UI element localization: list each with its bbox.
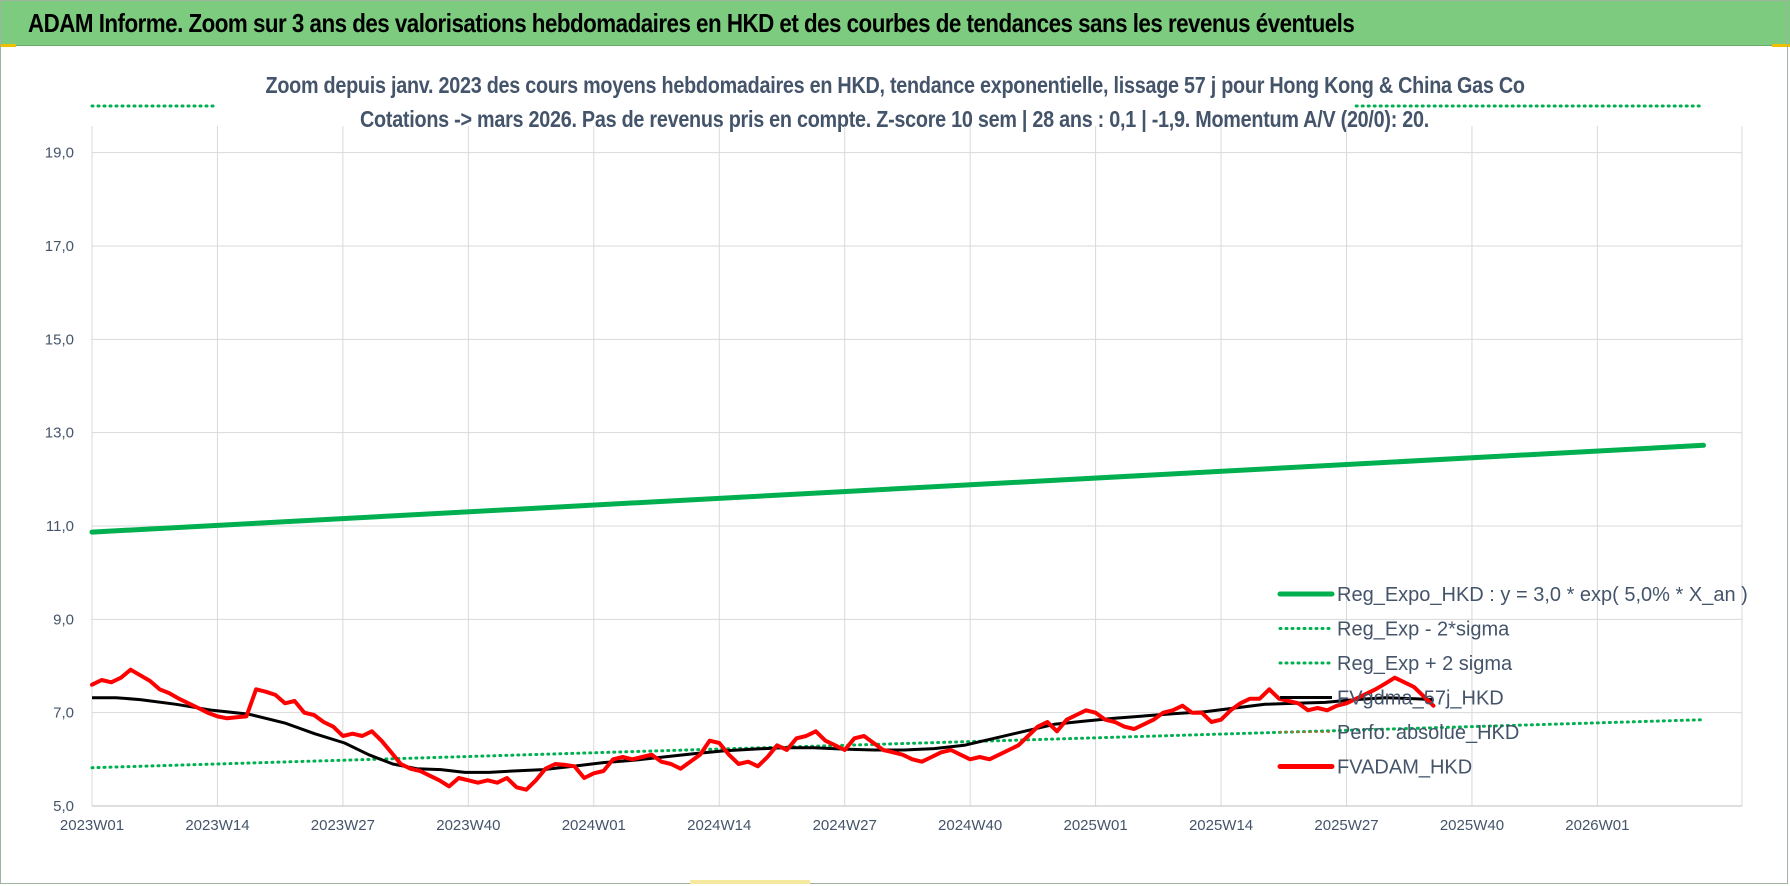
y-tick-label: 7,0	[53, 705, 74, 722]
x-tick-label: 2024W40	[938, 817, 1002, 834]
series-line-fvgdma	[92, 696, 1434, 774]
x-tick-label: 2023W40	[436, 817, 500, 834]
legend-label-reg_expo: Reg_Expo_HKD : y = 3,0 * exp( 5,0% * X_a…	[1337, 584, 1748, 606]
y-tick-label: 19,0	[45, 145, 74, 162]
x-tick-label: 2025W14	[1189, 817, 1253, 834]
legend-label-reg_minus: Reg_Exp - 2*sigma	[1337, 619, 1510, 641]
x-tick-label: 2025W01	[1063, 817, 1127, 834]
legend-label-fvadam: FVADAM_HKD	[1337, 757, 1472, 779]
series-line-fvadam	[90, 667, 1436, 792]
x-tick-label: 2026W01	[1565, 817, 1629, 834]
chart-subtitle: Cotations -> mars 2026. Pas de revenus p…	[0, 106, 1790, 133]
y-tick-label: 11,0	[46, 518, 74, 535]
x-tick-label: 2023W01	[60, 817, 124, 834]
bottom-accent	[690, 880, 810, 884]
title-accent-left	[0, 44, 16, 47]
x-tick-label: 2023W27	[311, 817, 375, 834]
x-tick-label: 2024W27	[813, 817, 877, 834]
chart-title: Zoom depuis janv. 2023 des cours moyens …	[0, 72, 1790, 99]
title-bar: ADAM Informe. Zoom sur 3 ans des valoris…	[0, 0, 1790, 46]
y-tick-label: 5,0	[53, 798, 74, 815]
report-title: ADAM Informe. Zoom sur 3 ans des valoris…	[28, 8, 1355, 38]
grid-lines	[91, 126, 1743, 807]
y-tick-label: 9,0	[53, 611, 74, 628]
chart-title-text: Zoom depuis janv. 2023 des cours moyens …	[265, 72, 1525, 98]
legend: Reg_Expo_HKD : y = 3,0 * exp( 5,0% * X_a…	[1277, 584, 1748, 779]
legend-label-perfo: Perfo. absolue_HKD	[1337, 722, 1519, 744]
x-tick-label: 2024W14	[687, 817, 751, 834]
y-tick-label: 17,0	[45, 238, 74, 255]
x-tick-label: 2024W01	[562, 817, 626, 834]
legend-label-reg_plus: Reg_Exp + 2 sigma	[1337, 653, 1513, 675]
x-tick-label: 2025W27	[1314, 817, 1378, 834]
x-tick-label: 2025W40	[1440, 817, 1504, 834]
chart-subtitle-text: Cotations -> mars 2026. Pas de revenus p…	[360, 106, 1430, 132]
legend-label-fvgdma: FVgdma_57j_HKD	[1337, 688, 1504, 710]
y-tick-label: 15,0	[45, 331, 74, 348]
axes: 5,0 7,0 9,0 11,0 13,0 15,0 17,0 19,0 2023W01 2023…	[45, 145, 1742, 834]
series-line-reg_expo	[89, 442, 1706, 535]
series-line-reg_minus	[90, 718, 1705, 770]
y-tick-label: 13,0	[45, 425, 74, 442]
x-tick-label: 2023W14	[185, 817, 249, 834]
series-lines	[89, 104, 1706, 792]
title-accent-right	[1772, 44, 1790, 47]
